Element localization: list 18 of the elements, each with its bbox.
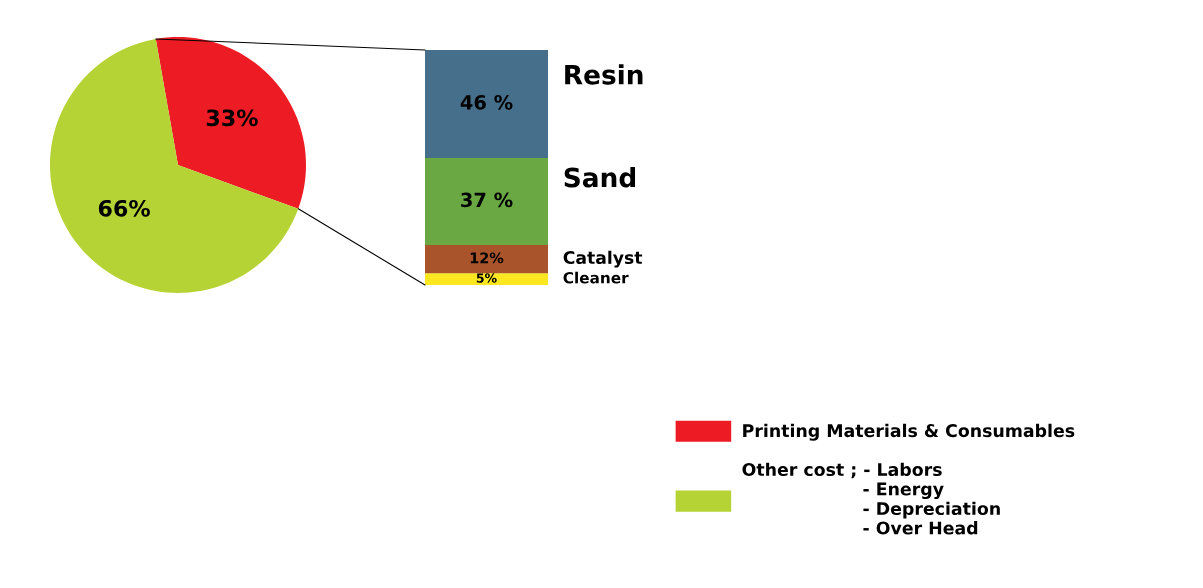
legend-label: Printing Materials & Consumables: [743, 423, 1075, 441]
series-label: Sand: [564, 167, 636, 188]
data-label: 37 %: [461, 192, 513, 208]
data-label: 33%: [206, 109, 258, 127]
data-label: 5%: [476, 273, 497, 283]
data-label: 46 %: [460, 94, 513, 110]
bar: [425, 245, 548, 274]
bar: [425, 273, 548, 285]
data-label: 66%: [98, 199, 150, 217]
bar: [425, 158, 548, 246]
pie-slice: [50, 38, 299, 293]
series-label: Catalyst: [563, 250, 643, 268]
bar: [425, 50, 548, 159]
data-label: 12%: [470, 252, 504, 264]
pie-slice: [155, 37, 306, 209]
legend-label: Other cost ; - Labors - Energy - Depreciation - Over Head: [742, 462, 1000, 535]
series-label: Cleaner: [563, 271, 629, 284]
series-label: Resin: [565, 64, 643, 85]
